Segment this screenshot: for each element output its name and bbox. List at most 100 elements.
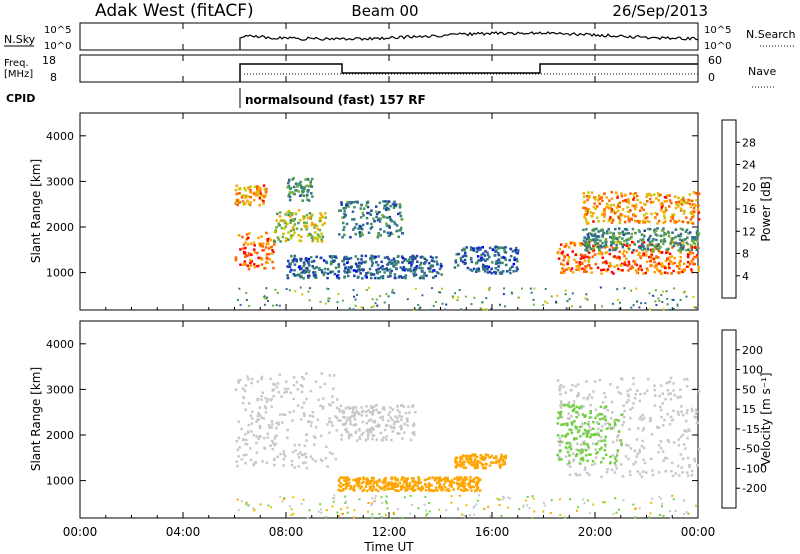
data-cell: [620, 192, 623, 195]
data-cell: [606, 421, 610, 425]
data-cell: [390, 481, 393, 484]
data-cell: [683, 291, 686, 294]
data-cell: [497, 258, 500, 261]
data-cell: [592, 205, 596, 209]
data-cell: [369, 257, 372, 261]
data-cell: [242, 250, 246, 254]
data-cell: [632, 376, 635, 380]
data-cell: [668, 199, 672, 202]
data-cell: [458, 289, 461, 291]
data-cell: [606, 205, 609, 209]
data-cell: [376, 236, 380, 239]
data-cell: [427, 482, 431, 486]
data-cell: [446, 476, 449, 480]
data-cell: [486, 308, 488, 311]
data-cell: [358, 265, 361, 268]
data-cell: [331, 424, 334, 427]
data-cell: [621, 269, 624, 272]
data-cell: [469, 486, 472, 489]
data-cell: [561, 441, 564, 444]
data-cell: [600, 272, 603, 275]
data-cell: [592, 390, 595, 393]
data-cell: [326, 423, 329, 426]
data-cell: [632, 248, 635, 252]
data-cell: [611, 302, 614, 305]
data-cell: [318, 267, 321, 270]
data-cell: [482, 258, 486, 261]
data-cell: [587, 244, 590, 247]
data-cell: [596, 216, 599, 220]
data-cell: [395, 482, 398, 486]
data-cell: [558, 443, 562, 447]
data-cell: [598, 197, 602, 200]
data-cell: [262, 248, 266, 252]
data-cell: [679, 198, 683, 202]
data-cell: [405, 479, 408, 482]
data-cell: [290, 236, 293, 240]
data-cell: [662, 234, 665, 237]
data-cell: [468, 457, 471, 461]
data-cell: [592, 220, 595, 223]
data-cell: [437, 478, 441, 481]
data-cell: [302, 277, 305, 280]
data-cell: [666, 271, 669, 275]
data-cell: [560, 458, 563, 461]
data-cell: [606, 230, 609, 233]
data-cell: [496, 268, 500, 272]
data-cell: [240, 458, 244, 461]
data-cell: [625, 401, 628, 404]
data-cell: [410, 262, 413, 266]
data-cell: [508, 268, 512, 272]
data-cell: [694, 408, 698, 411]
data-cell: [238, 187, 242, 190]
data-cell: [672, 269, 675, 273]
data-cell: [621, 475, 625, 478]
data-cell: [377, 425, 381, 428]
data-cell: [586, 222, 589, 225]
x-axis: 00:00 04:00 08:00 12:00 16:00 20:00 00:00: [63, 23, 715, 539]
data-cell: [550, 499, 553, 502]
data-cell: [484, 453, 488, 456]
data-cell: [305, 184, 308, 188]
data-cell: [347, 405, 350, 409]
data-cell: [360, 254, 364, 258]
data-cell: [692, 295, 695, 298]
data-cell: [659, 408, 663, 412]
data-cell: [672, 441, 676, 444]
data-cell: [396, 479, 400, 482]
data-cell: [634, 231, 637, 235]
data-cell: [459, 464, 462, 467]
data-cell: [586, 198, 589, 202]
data-cell: [634, 269, 638, 272]
data-cell: [575, 509, 578, 512]
data-cell: [608, 252, 612, 256]
y-tick-label: 1000: [46, 475, 74, 488]
data-cell: [234, 388, 238, 391]
data-cell: [263, 187, 266, 191]
data-cell: [612, 426, 616, 429]
data-cell: [611, 411, 614, 414]
data-cell: [572, 452, 575, 456]
data-cell: [647, 248, 650, 252]
data-cell: [241, 387, 245, 390]
data-cell: [570, 431, 574, 435]
data-cell: [386, 255, 389, 259]
data-cell: [380, 260, 383, 264]
data-cell: [311, 177, 314, 181]
data-cell: [393, 513, 395, 515]
data-cell: [621, 423, 624, 427]
data-cell: [493, 456, 496, 460]
data-cell: [352, 308, 355, 311]
data-cell: [587, 445, 590, 448]
data-cell: [639, 256, 642, 260]
data-cell: [291, 178, 294, 181]
data-cell: [631, 240, 634, 244]
data-cell: [394, 485, 397, 488]
data-cell: [265, 253, 269, 256]
data-cell: [583, 236, 586, 239]
data-cell: [690, 244, 693, 247]
data-cell: [279, 413, 282, 416]
data-cell: [327, 287, 330, 290]
data-cell: [526, 504, 529, 507]
data-cell: [562, 403, 565, 407]
